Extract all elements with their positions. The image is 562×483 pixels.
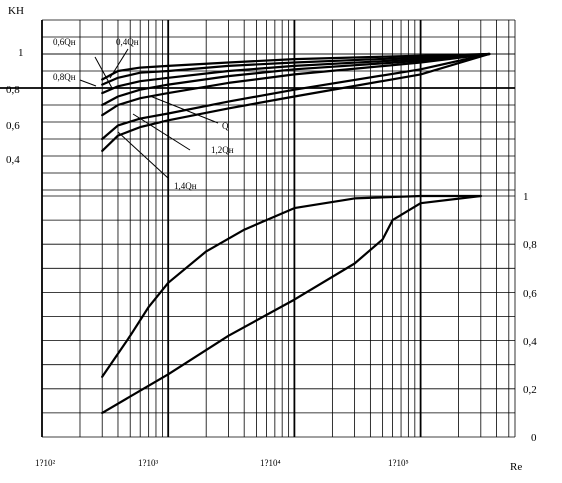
series-label-0-6qn: 0,6Qн xyxy=(53,37,76,47)
upper-ytick-0-4: 0,4 xyxy=(6,154,20,166)
x-axis-label: Re xyxy=(510,461,522,473)
lower-series-line-1 xyxy=(101,194,482,414)
xtick-1e5: 1?10⁵ xyxy=(388,458,409,468)
upper-series-line-5 xyxy=(101,52,491,141)
leader-1-2qn xyxy=(132,113,191,151)
series-label-q: Q xyxy=(222,121,229,131)
leader-0-8qn xyxy=(79,79,97,87)
series-label-0-8qn: 0,8Qн xyxy=(53,72,76,82)
series-label-1-2qn: 1,2Qн xyxy=(211,145,234,155)
leader-0-6qn xyxy=(94,56,113,89)
upper-series-line-6 xyxy=(101,52,491,152)
xtick-1e3: 1?10³ xyxy=(138,458,158,468)
lower-ytick-0-2: 0,2 xyxy=(523,384,537,396)
label-leaders xyxy=(79,48,219,179)
curves xyxy=(101,52,491,414)
y-axis-label: KН xyxy=(8,5,24,17)
lower-ytick-0-8: 0,8 xyxy=(523,239,537,251)
lower-ytick-1: 1 xyxy=(523,191,529,203)
upper-series-line-0 xyxy=(101,52,491,81)
labels: KН Re 1 0,8 0,6 0,4 1 0,8 0,6 0,4 0,2 0 … xyxy=(6,5,537,473)
upper-ytick-0-8: 0,8 xyxy=(6,84,20,96)
lower-ytick-0-4: 0,4 xyxy=(523,336,537,348)
series-label-1-4qn: 1,4Qн xyxy=(174,181,197,191)
upper-series-line-4 xyxy=(101,52,491,117)
lower-ytick-0-6: 0,6 xyxy=(523,288,537,300)
grid xyxy=(0,19,516,438)
upper-series-line-3 xyxy=(101,52,491,107)
upper-ytick-0-6: 0,6 xyxy=(6,120,20,132)
xtick-1e2: 1?10² xyxy=(35,458,55,468)
leader-0-4qn xyxy=(109,48,129,79)
leader-q xyxy=(149,95,219,124)
xtick-1e4: 1?10⁴ xyxy=(260,458,281,468)
leader-1-4qn xyxy=(117,131,169,179)
upper-ytick-1: 1 xyxy=(18,47,24,59)
lower-ytick-0: 0 xyxy=(531,432,537,444)
series-label-0-4qn: 0,4Qн xyxy=(116,37,139,47)
upper-series-line-2 xyxy=(101,52,491,95)
lower-series-line-0 xyxy=(101,194,482,378)
upper-series-line-1 xyxy=(101,52,491,86)
